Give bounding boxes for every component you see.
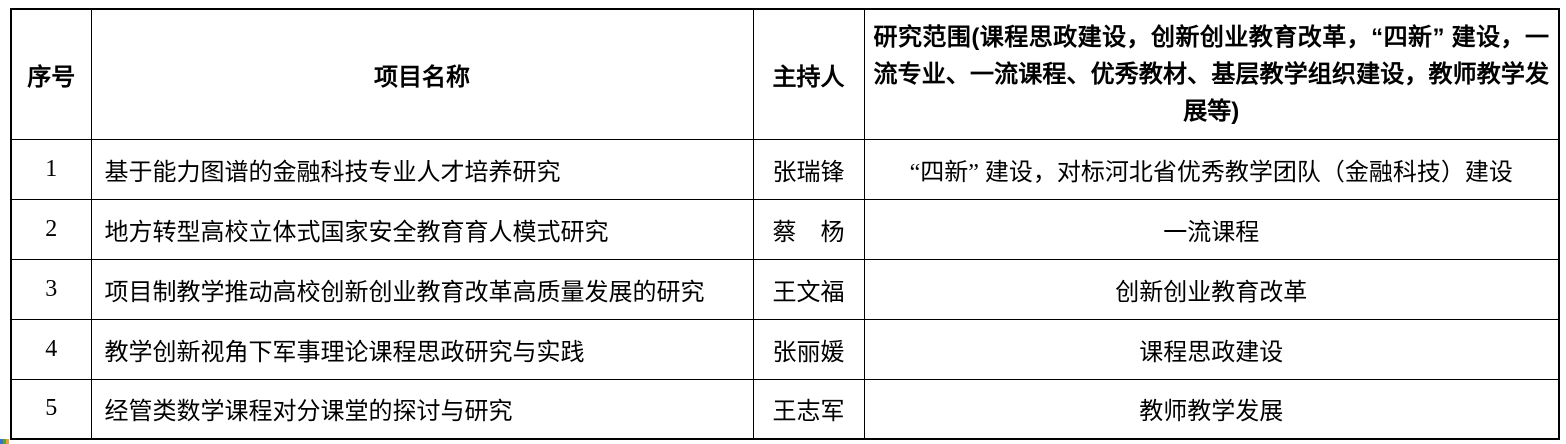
- cell-project-name: 教学创新视角下军事理论课程思政研究与实践: [90, 318, 754, 380]
- cell-research-scope: “四新” 建设，对标河北省优秀教学团队（金融科技）建设: [863, 138, 1560, 200]
- table-row: 5 经管类数学课程对分课堂的探讨与研究 王志军 教师教学发展: [10, 378, 1560, 440]
- column-header-index: 序号: [10, 8, 92, 140]
- header-row: 序号 项目名称 主持人 研究范围(课程思政建设，创新创业教育改革，“四新” 建设…: [10, 8, 1560, 140]
- cell-project-name: 项目制教学推动高校创新创业教育改革高质量发展的研究: [90, 258, 754, 320]
- column-header-project-name: 项目名称: [90, 8, 754, 140]
- corner-icon-fragment: [0, 439, 9, 444]
- icon-fragment-pixel: [3, 439, 6, 444]
- cell-project-name: 基于能力图谱的金融科技专业人才培养研究: [90, 138, 754, 200]
- icon-fragment-pixel: [0, 439, 3, 444]
- cell-host: 张瑞锋: [752, 138, 865, 200]
- cell-host: 张丽媛: [752, 318, 865, 380]
- cell-index: 3: [10, 258, 92, 320]
- cell-project-name: 地方转型高校立体式国家安全教育育人模式研究: [90, 198, 754, 260]
- column-header-host: 主持人: [752, 8, 865, 140]
- icon-fragment-pixel: [6, 439, 9, 444]
- cell-project-name: 经管类数学课程对分课堂的探讨与研究: [90, 378, 754, 440]
- table-row: 4 教学创新视角下军事理论课程思政研究与实践 张丽媛 课程思政建设: [10, 318, 1560, 380]
- cell-index: 2: [10, 198, 92, 260]
- cell-index: 1: [10, 138, 92, 200]
- cell-research-scope: 课程思政建设: [863, 318, 1560, 380]
- cell-index: 5: [10, 378, 92, 440]
- table-row: 1 基于能力图谱的金融科技专业人才培养研究 张瑞锋 “四新” 建设，对标河北省优…: [10, 138, 1560, 200]
- cell-research-scope: 教师教学发展: [863, 378, 1560, 440]
- cell-host: 王文福: [752, 258, 865, 320]
- cell-host: 蔡 杨: [752, 198, 865, 260]
- cell-research-scope: 一流课程: [863, 198, 1560, 260]
- table-row: 2 地方转型高校立体式国家安全教育育人模式研究 蔡 杨 一流课程: [10, 198, 1560, 260]
- column-header-research-scope: 研究范围(课程思政建设，创新创业教育改革，“四新” 建设，一流专业、一流课程、优…: [863, 8, 1560, 140]
- cell-host: 王志军: [752, 378, 865, 440]
- cell-index: 4: [10, 318, 92, 380]
- table-row: 3 项目制教学推动高校创新创业教育改革高质量发展的研究 王文福 创新创业教育改革: [10, 258, 1560, 320]
- cell-research-scope: 创新创业教育改革: [863, 258, 1560, 320]
- projects-table: 序号 项目名称 主持人 研究范围(课程思政建设，创新创业教育改革，“四新” 建设…: [10, 8, 1560, 440]
